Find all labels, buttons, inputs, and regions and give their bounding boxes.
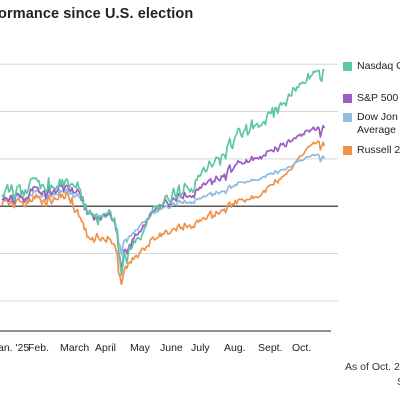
- series-lines: [1, 68, 326, 286]
- x-tick-label: Aug.: [224, 342, 246, 354]
- legend-label-sp500: S&P 500: [357, 92, 399, 104]
- source-note-fragment: S: [345, 375, 400, 390]
- x-tick-label: an. '25: [0, 342, 29, 354]
- chart-title: ormance since U.S. election: [0, 6, 194, 22]
- legend-label-russell: Russell 2: [357, 144, 400, 156]
- legend-label-dow: Dow Jon Average: [357, 111, 398, 136]
- series-line-russell-2: [1, 140, 326, 286]
- x-tick-label: Sept.: [258, 342, 283, 354]
- x-tick-label: Feb.: [28, 342, 49, 354]
- x-tick-label: March: [60, 342, 89, 354]
- x-tick-label: June: [160, 342, 183, 354]
- x-tick-label: Oct.: [292, 342, 311, 354]
- legend-label-nasdaq: Nasdaq C: [357, 60, 400, 72]
- gridlines: [0, 63, 338, 302]
- legend-swatch-sp500: [343, 94, 352, 103]
- series-line-dow-jon-average: [1, 153, 326, 256]
- x-tick-label: April: [95, 342, 116, 354]
- series-line-nasdaq-c: [1, 68, 325, 277]
- source-note: As of Oct. 2 S: [345, 360, 400, 390]
- x-tick-label: May: [130, 342, 151, 354]
- as-of-note: As of Oct. 2: [345, 361, 400, 373]
- legend-item-dow: Dow Jon Average: [343, 111, 399, 141]
- x-tick-label: July: [191, 342, 210, 354]
- legend-swatch-russell: [343, 146, 352, 155]
- legend-swatch-nasdaq: [343, 62, 352, 71]
- legend-swatch-dow: [343, 113, 352, 122]
